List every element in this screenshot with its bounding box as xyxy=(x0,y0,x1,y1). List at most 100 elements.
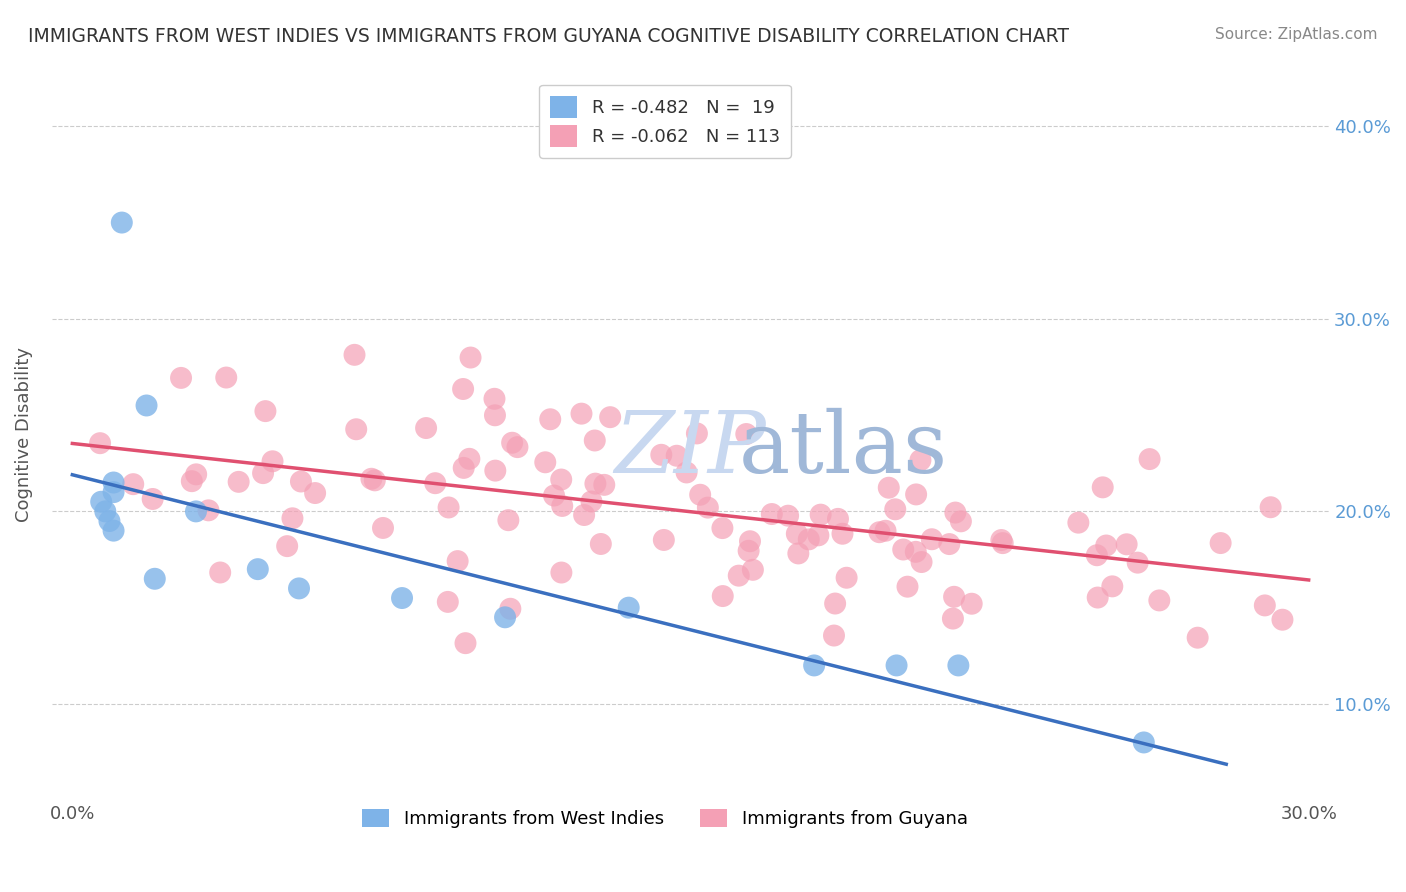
Point xyxy=(364,473,387,487)
Point xyxy=(868,525,890,540)
Point xyxy=(910,453,932,467)
Point xyxy=(98,514,121,528)
Point xyxy=(583,476,606,491)
Point xyxy=(884,502,907,516)
Point xyxy=(534,455,557,469)
Point xyxy=(827,512,849,526)
Point xyxy=(650,448,672,462)
Point xyxy=(276,539,298,553)
Point xyxy=(143,572,166,586)
Point xyxy=(738,534,761,549)
Point xyxy=(665,449,688,463)
Text: ZIP: ZIP xyxy=(614,408,766,491)
Point xyxy=(197,503,219,517)
Point xyxy=(823,628,845,642)
Point xyxy=(1085,548,1108,562)
Point xyxy=(810,508,832,522)
Text: atlas: atlas xyxy=(740,408,949,491)
Point xyxy=(122,477,145,491)
Point xyxy=(905,487,928,501)
Point xyxy=(652,533,675,547)
Point xyxy=(460,351,482,365)
Point xyxy=(778,508,800,523)
Point xyxy=(741,563,763,577)
Point xyxy=(990,533,1012,547)
Point xyxy=(436,595,458,609)
Point xyxy=(89,436,111,450)
Point xyxy=(437,500,460,515)
Point xyxy=(797,533,820,547)
Point xyxy=(1126,556,1149,570)
Point xyxy=(886,658,908,673)
Point xyxy=(1115,537,1137,551)
Point xyxy=(581,494,603,508)
Point xyxy=(617,600,640,615)
Point xyxy=(458,451,481,466)
Point xyxy=(875,524,897,538)
Point xyxy=(921,533,943,547)
Point xyxy=(228,475,250,489)
Point xyxy=(943,590,966,604)
Point xyxy=(252,466,274,480)
Point xyxy=(180,474,202,488)
Point xyxy=(360,472,382,486)
Legend: Immigrants from West Indies, Immigrants from Guyana: Immigrants from West Indies, Immigrants … xyxy=(356,801,974,835)
Point xyxy=(215,370,238,384)
Point xyxy=(246,562,269,576)
Point xyxy=(960,597,983,611)
Point xyxy=(1260,500,1282,515)
Point xyxy=(550,473,572,487)
Point xyxy=(451,382,474,396)
Point xyxy=(896,580,918,594)
Point xyxy=(891,542,914,557)
Point xyxy=(831,526,853,541)
Point xyxy=(343,348,366,362)
Point xyxy=(142,491,165,506)
Point xyxy=(1067,516,1090,530)
Point xyxy=(1139,452,1161,467)
Point xyxy=(787,546,810,560)
Point xyxy=(803,658,825,673)
Point xyxy=(543,489,565,503)
Point xyxy=(425,476,447,491)
Point xyxy=(262,454,284,468)
Point xyxy=(371,521,394,535)
Point xyxy=(599,410,621,425)
Point xyxy=(186,467,208,482)
Point xyxy=(1187,631,1209,645)
Point xyxy=(711,589,734,603)
Point xyxy=(281,511,304,525)
Point xyxy=(184,504,207,518)
Point xyxy=(675,466,697,480)
Point xyxy=(877,481,900,495)
Point xyxy=(943,506,966,520)
Point xyxy=(446,554,468,568)
Point xyxy=(1133,735,1156,749)
Point xyxy=(415,421,437,435)
Point xyxy=(761,507,783,521)
Point xyxy=(209,566,232,580)
Point xyxy=(991,536,1014,550)
Point xyxy=(824,597,846,611)
Point xyxy=(696,500,718,515)
Point xyxy=(494,610,516,624)
Point xyxy=(484,464,506,478)
Point xyxy=(498,513,520,527)
Point xyxy=(170,371,193,385)
Point xyxy=(942,611,965,625)
Point xyxy=(90,495,112,509)
Point xyxy=(135,399,157,413)
Point xyxy=(103,485,125,500)
Point xyxy=(254,404,277,418)
Point xyxy=(1101,579,1123,593)
Point xyxy=(484,392,506,406)
Point xyxy=(551,499,574,513)
Point xyxy=(499,601,522,615)
Point xyxy=(1271,613,1294,627)
Point xyxy=(453,461,475,475)
Point xyxy=(583,434,606,448)
Point xyxy=(304,486,326,500)
Point xyxy=(786,526,808,541)
Point xyxy=(835,571,858,585)
Text: Source: ZipAtlas.com: Source: ZipAtlas.com xyxy=(1215,27,1378,42)
